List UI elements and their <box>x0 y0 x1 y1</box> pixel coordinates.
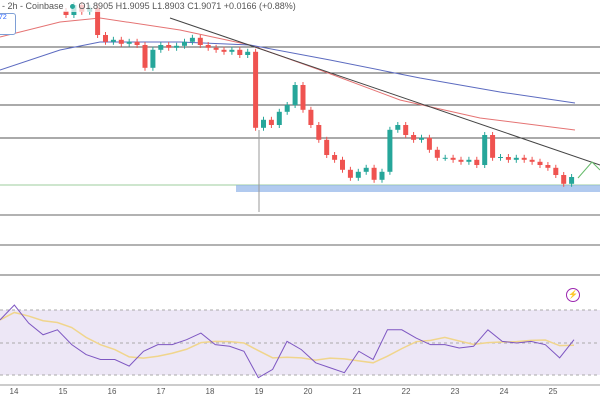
time-tick: 15 <box>58 387 68 396</box>
candle <box>110 39 116 42</box>
candle <box>458 159 464 162</box>
support-zone <box>236 185 600 192</box>
candle <box>553 167 559 175</box>
candle <box>363 167 369 172</box>
candle <box>466 159 472 162</box>
candle <box>261 119 266 128</box>
candle <box>245 51 251 55</box>
time-tick: 18 <box>205 387 215 396</box>
candle <box>537 161 543 165</box>
price-label: 72 <box>0 13 16 35</box>
candle <box>268 119 274 125</box>
candle <box>490 135 496 158</box>
time-tick: 20 <box>303 387 313 396</box>
candle <box>521 157 527 160</box>
candle <box>371 167 377 180</box>
candle <box>355 171 361 178</box>
candle <box>316 125 322 140</box>
horizontal-levels <box>0 46 600 276</box>
candle <box>103 35 108 42</box>
time-tick: 17 <box>156 387 166 396</box>
candle <box>300 85 306 110</box>
candle <box>450 157 456 160</box>
candle <box>126 41 132 44</box>
rsi-ma-line <box>0 311 575 364</box>
candle <box>513 157 519 160</box>
candle <box>118 39 124 44</box>
candle <box>197 37 203 45</box>
ohlc-change: +0.0166 (+0.88%) <box>223 1 296 11</box>
candle <box>419 137 424 140</box>
candle <box>387 129 393 172</box>
candle <box>332 155 338 160</box>
ohlc-open: O1.8905 <box>78 1 114 11</box>
candle <box>189 37 195 42</box>
candle <box>213 47 219 50</box>
time-tick: 16 <box>107 387 117 396</box>
time-tick: 25 <box>548 387 558 396</box>
time-tick: 14 <box>9 387 19 396</box>
candle <box>205 45 211 48</box>
candle <box>529 159 535 162</box>
candle <box>395 125 401 130</box>
time-tick: 23 <box>450 387 460 396</box>
candle <box>166 45 172 48</box>
candle <box>308 109 314 125</box>
candle <box>174 45 180 48</box>
ohlc-high: H1.9095 <box>115 1 150 11</box>
candle <box>229 49 235 52</box>
rsi-levels <box>0 309 600 376</box>
market-status-icon <box>69 4 75 9</box>
candle <box>474 159 480 165</box>
candle <box>142 45 148 68</box>
time-tick: 24 <box>499 387 509 396</box>
candle <box>505 157 511 160</box>
time-tick: 19 <box>254 387 264 396</box>
candle <box>221 49 227 52</box>
time-tick: 21 <box>352 387 362 396</box>
candle <box>411 135 417 140</box>
projection-line <box>577 161 600 179</box>
candle <box>482 135 488 165</box>
rsi-line <box>0 304 575 379</box>
candle <box>340 159 345 170</box>
candle <box>442 157 448 159</box>
candles <box>63 1 575 187</box>
candle <box>498 157 503 158</box>
candle <box>379 171 385 180</box>
symbol-header: - 2h - Coinbase O1.8905 H1.9095 L1.8903 C… <box>0 0 298 12</box>
candle <box>324 139 330 155</box>
candle <box>150 49 156 68</box>
candle <box>95 7 101 36</box>
candle <box>292 85 298 105</box>
candle <box>569 177 575 184</box>
candle <box>63 11 69 15</box>
candle <box>403 125 409 135</box>
ohlc-close: C1.9071 <box>187 1 222 11</box>
trendline <box>169 17 600 166</box>
candle <box>434 149 440 158</box>
candle <box>545 165 551 168</box>
ohlc-low: L1.8903 <box>152 1 185 11</box>
candle <box>347 169 353 178</box>
candle <box>561 175 567 184</box>
candle <box>276 111 282 125</box>
candle <box>158 45 164 50</box>
time-tick: 22 <box>401 387 411 396</box>
candle <box>284 105 290 112</box>
candle <box>134 41 140 45</box>
candle <box>237 49 243 55</box>
candle <box>426 137 432 150</box>
alert-icon[interactable]: ⚡ <box>566 288 580 302</box>
candle <box>253 51 259 128</box>
symbol-name: - 2h - Coinbase <box>2 1 64 11</box>
candle <box>182 41 187 46</box>
